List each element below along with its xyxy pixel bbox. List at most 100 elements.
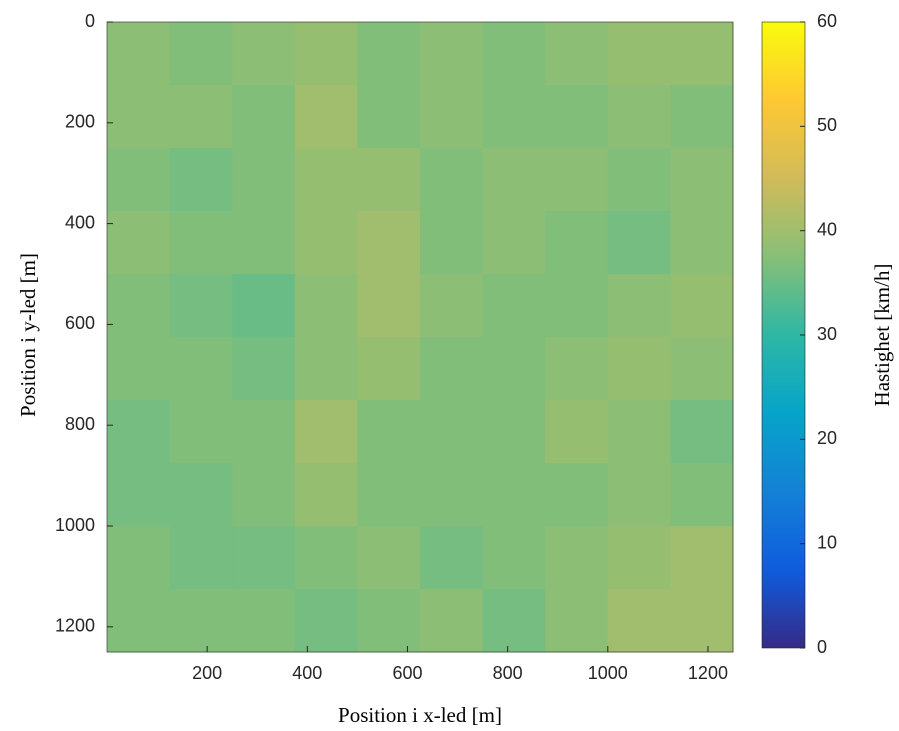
heatmap-cell [482, 337, 546, 401]
heatmap-cell [670, 274, 734, 338]
heatmap-cell [545, 148, 609, 212]
y-axis-label: Position i y-led [m] [16, 253, 40, 417]
heatmap-cell [420, 274, 484, 338]
heatmap-cell [169, 274, 233, 338]
heatmap-cell [607, 211, 671, 275]
heatmap-cell [169, 85, 233, 149]
heatmap-cell [107, 274, 171, 338]
heatmap-cell [545, 589, 609, 653]
heatmap-cell [420, 463, 484, 527]
heatmap-cell [232, 589, 296, 653]
heatmap-cell [357, 526, 421, 590]
heatmap-cell [482, 589, 546, 653]
heatmap-cell [107, 589, 171, 653]
heatmap-cell [357, 22, 421, 86]
heatmap-cell [420, 400, 484, 464]
x-tick-label: 800 [493, 663, 523, 683]
heatmap-cell [607, 148, 671, 212]
colorbar [761, 21, 806, 649]
heatmap-cell [294, 337, 358, 401]
heatmap-cell [670, 526, 734, 590]
heatmap-cell [169, 463, 233, 527]
heatmap-cell [232, 211, 296, 275]
heatmap-cell [482, 400, 546, 464]
heatmap-cell [357, 274, 421, 338]
heatmap-cell [169, 526, 233, 590]
heatmap-cell [107, 337, 171, 401]
colorbar-tick-label: 10 [817, 532, 837, 552]
heatmap-cell [607, 463, 671, 527]
heatmap-cell [545, 22, 609, 86]
x-tick-label: 1000 [588, 663, 628, 683]
heatmap-cell [294, 526, 358, 590]
heatmap-cell [420, 337, 484, 401]
heatmap-cell [545, 463, 609, 527]
heatmap-cell [107, 400, 171, 464]
heatmap-cell [357, 337, 421, 401]
heatmap-cell [670, 148, 734, 212]
heatmap-cell [169, 400, 233, 464]
heatmap-cell [545, 274, 609, 338]
heatmap-cell [420, 22, 484, 86]
heatmap-cell [107, 22, 171, 86]
heatmap-cell [670, 589, 734, 653]
heatmap-cell [232, 148, 296, 212]
heatmap-cell [169, 337, 233, 401]
heatmap-cell [670, 85, 734, 149]
heatmap-cell [482, 526, 546, 590]
heatmap-cell [420, 589, 484, 653]
heatmap-cell [232, 22, 296, 86]
heatmap-cell [545, 337, 609, 401]
heatmap-cell [607, 400, 671, 464]
x-tick-label: 1200 [688, 663, 728, 683]
heatmap-cell [294, 22, 358, 86]
heatmap-cell [107, 211, 171, 275]
heatmap-cell [294, 211, 358, 275]
heatmap-cell [545, 211, 609, 275]
heatmap-cell [357, 85, 421, 149]
heatmap-cell [607, 526, 671, 590]
heatmap-cell [294, 400, 358, 464]
x-axis-label: Position i x-led [m] [338, 703, 502, 727]
colorbar-tick-label: 40 [817, 219, 837, 239]
y-tick-label: 600 [65, 313, 95, 333]
colorbar-tick-label: 30 [817, 324, 837, 344]
heatmap-cell [607, 85, 671, 149]
y-tick-label: 1000 [55, 515, 95, 535]
y-tick-label: 200 [65, 112, 95, 132]
heatmap-cell [107, 85, 171, 149]
x-tick-label: 200 [192, 663, 222, 683]
heatmap-cell [169, 148, 233, 212]
heatmap-cell [169, 589, 233, 653]
heatmap-cell [420, 85, 484, 149]
heatmap-cell [357, 463, 421, 527]
heatmap-cell [169, 211, 233, 275]
heatmap-cell [232, 526, 296, 590]
heatmap-cell [107, 463, 171, 527]
heatmap-cell [482, 274, 546, 338]
heatmap-cell [545, 400, 609, 464]
heatmap-cell [482, 211, 546, 275]
plot-frame [106, 21, 734, 653]
colorbar-label: Hastighet [km/h] [870, 264, 894, 407]
heatmap-cell [357, 211, 421, 275]
heatmap-cell [232, 274, 296, 338]
heatmap-cell [670, 400, 734, 464]
heatmap-cell [482, 85, 546, 149]
heatmap-cell [670, 211, 734, 275]
colorbar-tick-label: 60 [817, 11, 837, 31]
heatmap-cell [107, 526, 171, 590]
heatmap-cell [357, 148, 421, 212]
heatmap-cell [607, 274, 671, 338]
heatmap-cell [294, 463, 358, 527]
x-tick-label: 400 [292, 663, 322, 683]
heatmap-cell [232, 337, 296, 401]
heatmap-cell [294, 589, 358, 653]
heatmap-cell [482, 148, 546, 212]
heatmap-cell [607, 22, 671, 86]
heatmap-cell [420, 148, 484, 212]
y-tick-label: 0 [85, 11, 95, 31]
y-tick-label: 1200 [55, 616, 95, 636]
heatmap-cell [545, 85, 609, 149]
